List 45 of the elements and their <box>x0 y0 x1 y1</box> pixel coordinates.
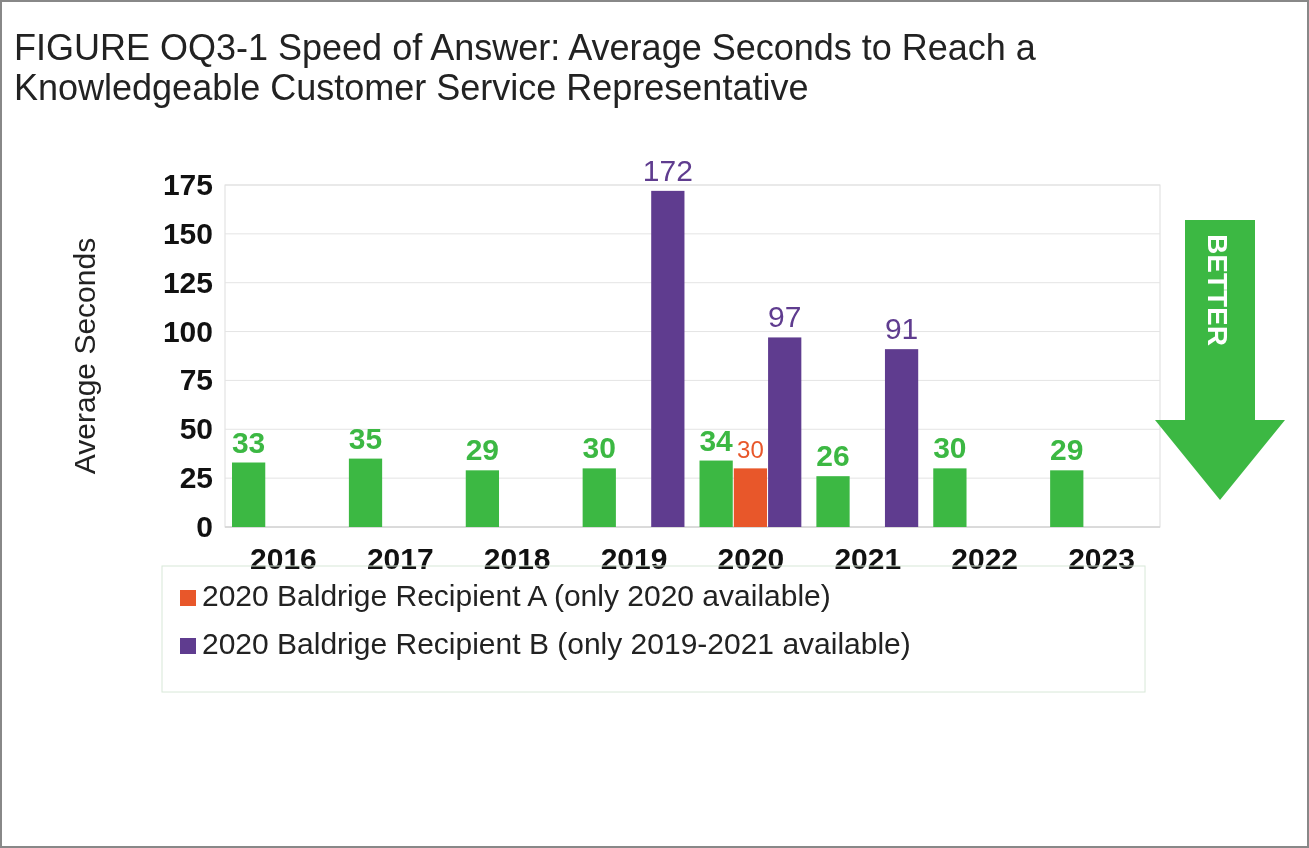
bar <box>884 349 919 527</box>
bar <box>816 476 850 527</box>
bar <box>768 337 802 527</box>
bar <box>733 468 768 527</box>
bar <box>933 468 967 527</box>
y-axis-title: Average Seconds <box>68 237 101 475</box>
bar <box>348 458 383 527</box>
y-tick-label: 25 <box>179 461 213 495</box>
bar <box>582 468 616 527</box>
bar <box>232 462 266 527</box>
legend-label: 2020 Baldrige Recipient B (only 2019-2021 available) <box>202 627 911 660</box>
data-label: 30 <box>582 431 616 465</box>
legend-label: 2020 Baldrige Recipient A (only 2020 available) <box>202 579 831 612</box>
data-label: 30 <box>933 431 967 465</box>
text: BETTER <box>1202 234 1233 346</box>
x-tick-label: 2018 <box>483 542 551 575</box>
x-tick-label: 2022 <box>951 542 1019 575</box>
data-label: 26 <box>816 439 850 473</box>
data-label: 29 <box>1050 433 1084 467</box>
data-label: 91 <box>884 312 919 346</box>
chart-title: FIGURE OQ3-1 Speed of Answer: Average Seconds to Reach a Knowledgeable Customer Service Representative <box>14 27 1037 108</box>
x-tick-label: 2016 <box>250 542 317 575</box>
data-label: 33 <box>231 425 266 459</box>
y-tick-label: 150 <box>162 216 213 250</box>
data-label: 172 <box>642 153 693 187</box>
x-tick-label: 2019 <box>600 542 668 575</box>
x-tick-label: 2020 <box>717 542 785 575</box>
data-label: 30 <box>737 436 764 464</box>
x-tick-label: 2021 <box>834 542 902 575</box>
x-tick-label: 2017 <box>366 542 434 575</box>
bar <box>1050 470 1084 527</box>
bar <box>651 190 685 527</box>
data-label: 34 <box>699 423 734 457</box>
bar <box>465 470 500 527</box>
y-tick-label: 125 <box>162 265 213 299</box>
bar <box>699 460 733 527</box>
data-label: 35 <box>348 421 383 455</box>
y-tick-label: 100 <box>162 314 213 348</box>
y-tick-label: 175 <box>162 168 213 201</box>
data-label: 29 <box>465 433 500 467</box>
y-tick-label: 0 <box>196 510 213 543</box>
data-label: 97 <box>768 300 802 334</box>
x-tick-label: 2023 <box>1068 542 1135 575</box>
y-tick-label: 75 <box>179 363 213 397</box>
y-tick-label: 50 <box>179 412 213 446</box>
